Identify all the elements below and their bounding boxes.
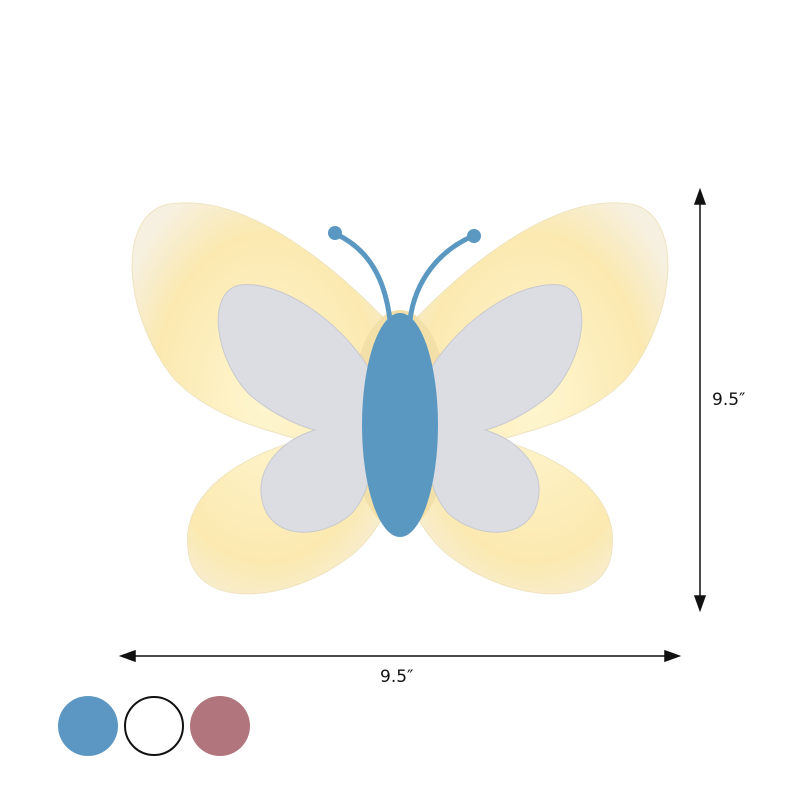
butterfly-body xyxy=(362,313,438,537)
color-swatch-white[interactable] xyxy=(124,696,184,756)
color-swatch-blue[interactable] xyxy=(58,696,118,756)
height-label: 9.5″ xyxy=(712,390,746,410)
inner-wings xyxy=(217,284,583,533)
color-swatch-pink[interactable] xyxy=(190,696,250,756)
height-dimension-arrow xyxy=(693,187,707,613)
width-label: 9.5″ xyxy=(380,667,414,687)
width-dimension-arrow xyxy=(118,649,682,663)
antennae xyxy=(334,231,474,321)
